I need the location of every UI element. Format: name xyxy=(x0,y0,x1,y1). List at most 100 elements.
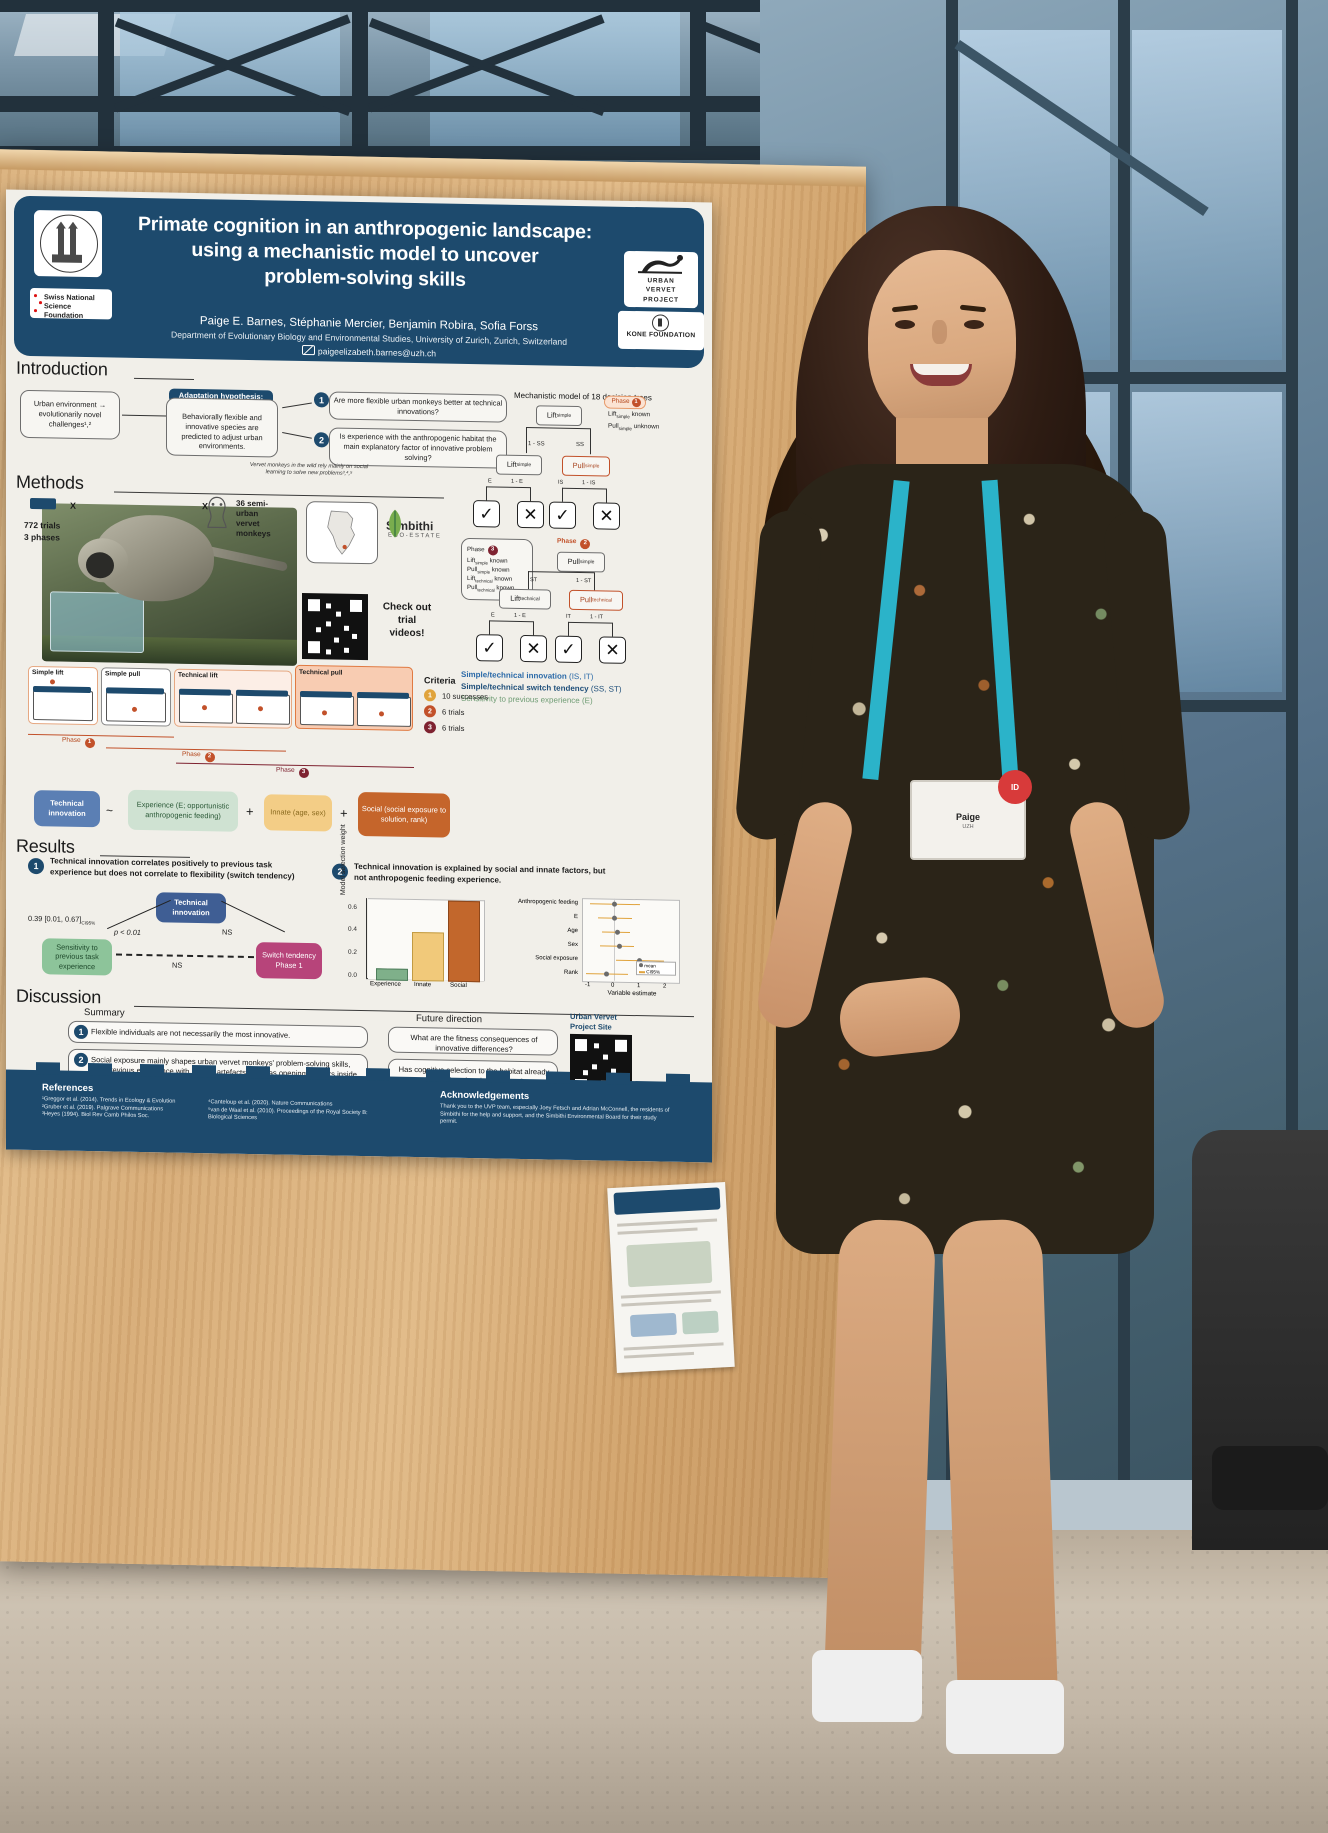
ceiling-post xyxy=(690,0,706,160)
coef-legend: mean CI95% xyxy=(636,961,676,976)
result-finding-1: Technical innovation correlates positive… xyxy=(50,856,295,881)
coef-label-1: E xyxy=(573,913,578,921)
edge-label-e2: E xyxy=(491,612,495,619)
node-pull-technical: Pull technical xyxy=(569,589,623,611)
path-coefficient: 0.39 [0.01, 0.67]CI95% xyxy=(28,913,96,926)
coef-xtick-0: -1 xyxy=(585,982,591,989)
mouth xyxy=(910,364,972,386)
phase-2-number: 2 xyxy=(580,539,591,550)
node-pull-simple: Pull simple xyxy=(562,455,610,477)
reference-4: ⁵van de Waal et al. (2010). Proceedings … xyxy=(208,1106,368,1122)
root-note-1: Liftsimple known xyxy=(608,410,651,420)
apparatus-label-2: Technical lift xyxy=(178,671,218,680)
phase-3-number: 3 xyxy=(487,545,498,556)
uzh-logo xyxy=(34,210,102,278)
coef-label-4: Social exposure xyxy=(535,955,578,963)
edge-label-1-st: 1 - ST xyxy=(576,577,592,585)
trials-count: 772 trials xyxy=(24,519,61,531)
edge-label-1-e2: 1 - E xyxy=(514,612,526,620)
bar-innate xyxy=(412,931,444,982)
bar-ytick-0: 0.0 xyxy=(348,971,357,979)
edge-label-ss: SS xyxy=(576,441,585,449)
monkey-silhouette-icon xyxy=(638,254,683,274)
bar-ytick-3: 0.6 xyxy=(348,903,357,911)
equation-term-experience: Experience (E; opportunistic anthropogen… xyxy=(128,789,238,832)
edge-label-1-is: 1 - IS xyxy=(582,480,596,487)
future-direction-title: Future direction xyxy=(416,1013,483,1026)
kone-logo-text: KONE FOUNDATION xyxy=(626,330,696,340)
legend-line-1: Simple/technical innovation (IS, IT) xyxy=(461,669,594,682)
phase-1-tag: Phase 1 xyxy=(604,395,646,410)
monkey-outline-icon xyxy=(207,496,227,529)
bar-ytick-2: 0.4 xyxy=(348,925,357,933)
phase-bar-number-1: 1 xyxy=(84,737,95,749)
acknowledgements-text: Thank you to the UVP team, especially Jo… xyxy=(440,1103,670,1126)
edge-label-is: IS xyxy=(558,479,564,486)
node-pull-simple-2: Pull simple xyxy=(557,551,605,573)
uvp-line3: PROJECT xyxy=(643,295,679,304)
summary-number-2: 2 xyxy=(74,1052,88,1068)
ceiling-post xyxy=(352,0,368,160)
question-number-1: 1 xyxy=(314,392,329,408)
bar-chart-ylabel: Model selection weight xyxy=(340,824,347,896)
criteria-title: Criteria xyxy=(424,675,456,686)
edge-label-e: E xyxy=(488,478,492,485)
criteria-number-3: 3 xyxy=(424,721,436,734)
qr-caption: Check out trial videos! xyxy=(382,601,432,640)
apparatus-label-1: Simple pull xyxy=(105,670,141,678)
equation-target: Technical innovation xyxy=(34,790,100,828)
africa-map-icon xyxy=(327,510,355,555)
intro-note: Vervet monkeys in the wild rely mainly o… xyxy=(249,461,369,478)
nose xyxy=(932,320,947,344)
edge-label-1-e: 1 - E xyxy=(511,478,523,486)
site-title-2: Project Site xyxy=(570,1021,612,1032)
monkeys-count: 36 semi-urban vervet monkeys xyxy=(236,498,271,539)
research-question-2: Is experience with the anthropogenic hab… xyxy=(329,427,507,469)
kone-foundation-logo: KONE FOUNDATION xyxy=(618,310,704,351)
site-title-1: Urban Vervet xyxy=(570,1011,617,1022)
floor-texture xyxy=(0,1530,1328,1833)
window-mullion xyxy=(1286,0,1298,1480)
phase-2-tag: Phase 2 xyxy=(557,538,591,550)
multiply-symbol-1: X xyxy=(70,500,77,511)
path-node-sensitivity: Sensitivity to previous task experience xyxy=(42,938,112,976)
node-label: Lift xyxy=(546,410,557,420)
ceiling-post xyxy=(98,0,114,160)
path-node-technical-innovation: Technical innovation xyxy=(156,892,226,924)
apparatus-label-3: Technical pull xyxy=(299,668,343,677)
urban-vervet-project-logo: URBAN VERVET PROJECT xyxy=(624,250,698,309)
africa-map-box xyxy=(306,501,378,565)
name-badge: Paige UZH ID xyxy=(910,770,1032,860)
ceiling-glass xyxy=(120,0,340,150)
result-finding-2: Technical innovation is explained by soc… xyxy=(354,861,606,885)
adaptation-hypothesis-body: Behaviorally flexible and innovative spe… xyxy=(166,397,278,458)
shoe-right xyxy=(946,1680,1064,1754)
edge-label-1-it: 1 - IT xyxy=(590,614,604,621)
section-heading-introduction: Introduction xyxy=(16,357,108,380)
phase-bar-number-2: 2 xyxy=(204,752,215,763)
outcome-tick-3: ✓ xyxy=(476,634,503,662)
path-p-value: p < 0.01 xyxy=(114,927,141,938)
bar-xtick-1: Innate xyxy=(414,981,432,989)
phase-bar-1: Phase 1 xyxy=(62,737,95,749)
path-dashed-line xyxy=(116,953,254,959)
outcome-tick-4: ✓ xyxy=(555,635,582,664)
criteria-text-1: 10 successes xyxy=(442,691,489,702)
question-number-2: 2 xyxy=(314,432,329,448)
node-lift-technical: Lift technical xyxy=(499,588,551,610)
intro-box-urban-environment: Urban environment → evolutionarily novel… xyxy=(20,389,120,440)
coef-label-2: Age xyxy=(567,927,578,935)
trial-videos-qr-code[interactable] xyxy=(302,592,368,661)
edge-label-st: ST xyxy=(530,577,538,584)
path-node-switch-tendency: Switch tendency Phase 1 xyxy=(256,942,322,980)
coef-label-5: Rank xyxy=(563,969,578,977)
section-heading-discussion: Discussion xyxy=(16,985,102,1008)
node-lift-simple: Lift simple xyxy=(496,454,542,476)
email-icon xyxy=(301,344,315,356)
references-title: References xyxy=(42,1082,94,1095)
outcome-cross-1: ✕ xyxy=(517,500,544,529)
result-number-1: 1 xyxy=(28,857,44,875)
acknowledgements-title: Acknowledgements xyxy=(440,1089,530,1103)
bar-experience xyxy=(376,968,408,981)
phase-3-label: Phase xyxy=(467,545,485,553)
